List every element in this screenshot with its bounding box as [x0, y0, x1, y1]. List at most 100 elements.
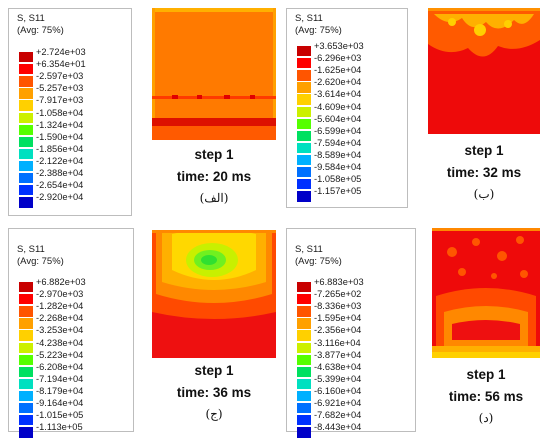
legend-value: -2.268e+04 — [36, 313, 84, 324]
legend-swatch — [297, 378, 311, 390]
figure-tag: (الف) — [199, 191, 229, 205]
legend-value: -2.970e+03 — [36, 289, 84, 300]
legend-swatch — [297, 154, 311, 166]
step-label: step 1 — [194, 363, 234, 378]
legend-swatch — [297, 70, 311, 81]
legend-value: -5.223e+04 — [36, 349, 84, 360]
legend-swatch — [297, 415, 311, 426]
legend-swatch — [19, 342, 33, 353]
legend-swatch — [297, 106, 311, 117]
legend-subtitle: (Avg: 75%) — [295, 256, 342, 267]
legend-value: -8.336e+03 — [314, 301, 362, 312]
legend-value: +6.883e+03 — [314, 277, 364, 287]
legend-value: -6.921e+04 — [314, 398, 362, 408]
legend-swatch — [19, 148, 33, 160]
legend-swatch — [19, 160, 33, 172]
legend-title: S, S11 — [17, 13, 45, 24]
legend-value: -1.595e+04 — [314, 313, 362, 324]
legend-value: -1.282e+04 — [36, 301, 84, 312]
legend-swatch — [297, 191, 311, 202]
legend-swatch — [297, 294, 311, 305]
legend-swatch — [19, 173, 33, 184]
legend-title: S, S11 — [295, 13, 323, 24]
legend-value: +3.653e+03 — [314, 41, 364, 51]
legend-swatch — [19, 185, 33, 196]
legend-value: -1.058e+04 — [36, 107, 84, 118]
legend-swatch — [19, 124, 33, 135]
legend-swatch — [297, 118, 311, 129]
legend-swatch — [297, 403, 311, 414]
legend-value: -3.253e+04 — [36, 325, 84, 336]
time-label: time: 20 ms — [176, 169, 252, 184]
legend-swatch — [19, 52, 33, 63]
legend-swatch — [297, 390, 311, 402]
legend-b: S, S11 (Avg: 75%) +3.653e+03 -6.296e+03 -1… — [286, 8, 408, 208]
legend-value: -2.654e+04 — [36, 180, 84, 191]
time-label: time: 36 ms — [176, 385, 252, 400]
legend-swatch — [19, 390, 33, 402]
legend-subtitle: (Avg: 75%) — [295, 25, 342, 36]
legend-swatch — [19, 378, 33, 390]
legend-swatch — [297, 58, 311, 69]
figure-tag: (ج) — [205, 407, 223, 421]
legend-swatch — [19, 136, 33, 148]
legend-value: -1.324e+04 — [36, 119, 84, 130]
legend-swatch — [297, 94, 311, 105]
legend-swatch — [297, 130, 311, 142]
legend-value: +6.882e+03 — [36, 277, 86, 287]
legend-value: -1.625e+04 — [314, 65, 362, 76]
legend-value: -5.604e+04 — [314, 113, 362, 124]
legend-value: -6.160e+04 — [314, 385, 362, 396]
legend-value: -8.589e+04 — [314, 149, 362, 160]
legend-subtitle: (Avg: 75%) — [17, 256, 64, 267]
legend-value: -9.164e+04 — [36, 398, 84, 408]
legend-value: -7.917e+03 — [36, 95, 84, 106]
legend-swatch — [19, 306, 33, 317]
step-label: step 1 — [464, 143, 504, 158]
legend-swatch — [19, 64, 33, 75]
legend-swatch — [19, 415, 33, 426]
legend-swatch — [19, 100, 33, 111]
legend-value: -2.122e+04 — [36, 155, 84, 166]
legend-value: -1.856e+04 — [36, 143, 84, 154]
legend-swatch — [19, 294, 33, 305]
legend-swatch — [297, 167, 311, 178]
legend-swatch — [19, 403, 33, 414]
legend-value: -3.116e+04 — [314, 337, 361, 348]
legend-value: -2.620e+04 — [314, 77, 362, 88]
figure-tag: (د) — [478, 411, 494, 425]
legend-d: S, S11 (Avg: 75%) +6.883e+03 -7.265e+02 -8… — [286, 228, 416, 438]
legend-value: -2.356e+04 — [314, 325, 362, 336]
legend-swatch — [297, 142, 311, 154]
legend-swatch — [19, 197, 33, 208]
legend-value: -1.058e+05 — [314, 174, 362, 185]
legend-swatch — [19, 330, 33, 341]
step-label: step 1 — [194, 147, 234, 162]
legend-swatch — [297, 318, 311, 329]
legend-swatch — [297, 179, 311, 190]
legend-value: -8.179e+04 — [36, 385, 84, 396]
legend-swatch — [19, 354, 33, 365]
legend-value: +6.354e+01 — [36, 59, 86, 70]
legend-swatch — [19, 366, 33, 378]
legend-value: -1.590e+04 — [36, 131, 84, 142]
figure-tag: (ب) — [473, 187, 495, 201]
legend-a: S, S11 (Avg: 75%) +2.724e+03 +6.354e+01 -2… — [8, 8, 132, 216]
legend-swatch — [19, 76, 33, 87]
legend-value: -1.015e+05 — [36, 410, 84, 421]
legend-value: -6.599e+04 — [314, 125, 362, 136]
legend-swatch — [297, 306, 311, 317]
legend-value: -3.877e+04 — [314, 349, 362, 360]
legend-value: -7.194e+04 — [36, 373, 84, 384]
legend-value: -2.920e+04 — [36, 192, 84, 203]
legend-value: -1.157e+05 — [314, 186, 362, 197]
legend-value: -2.388e+04 — [36, 168, 84, 178]
stress-contour-plot-b — [428, 8, 540, 134]
stress-contour-plot-c — [152, 230, 276, 358]
legend-c: S, S11 (Avg: 75%) +6.882e+03 -2.970e+03 -1… — [8, 228, 134, 438]
legend-subtitle: (Avg: 75%) — [17, 25, 64, 36]
legend-value: -4.638e+04 — [314, 361, 362, 372]
legend-value: +2.724e+03 — [36, 47, 86, 57]
legend-swatch — [19, 88, 33, 99]
legend-swatch — [297, 427, 311, 438]
